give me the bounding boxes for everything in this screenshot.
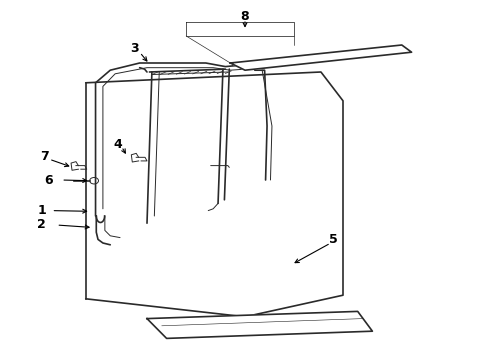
Text: 3: 3 bbox=[130, 42, 139, 55]
Text: 2: 2 bbox=[37, 219, 46, 231]
Polygon shape bbox=[147, 311, 372, 338]
Polygon shape bbox=[230, 45, 412, 70]
Text: 1: 1 bbox=[37, 204, 46, 217]
Text: 5: 5 bbox=[329, 233, 338, 246]
Text: 8: 8 bbox=[241, 10, 249, 23]
Text: 7: 7 bbox=[40, 150, 49, 163]
Text: 4: 4 bbox=[113, 138, 122, 150]
Text: 6: 6 bbox=[45, 174, 53, 186]
